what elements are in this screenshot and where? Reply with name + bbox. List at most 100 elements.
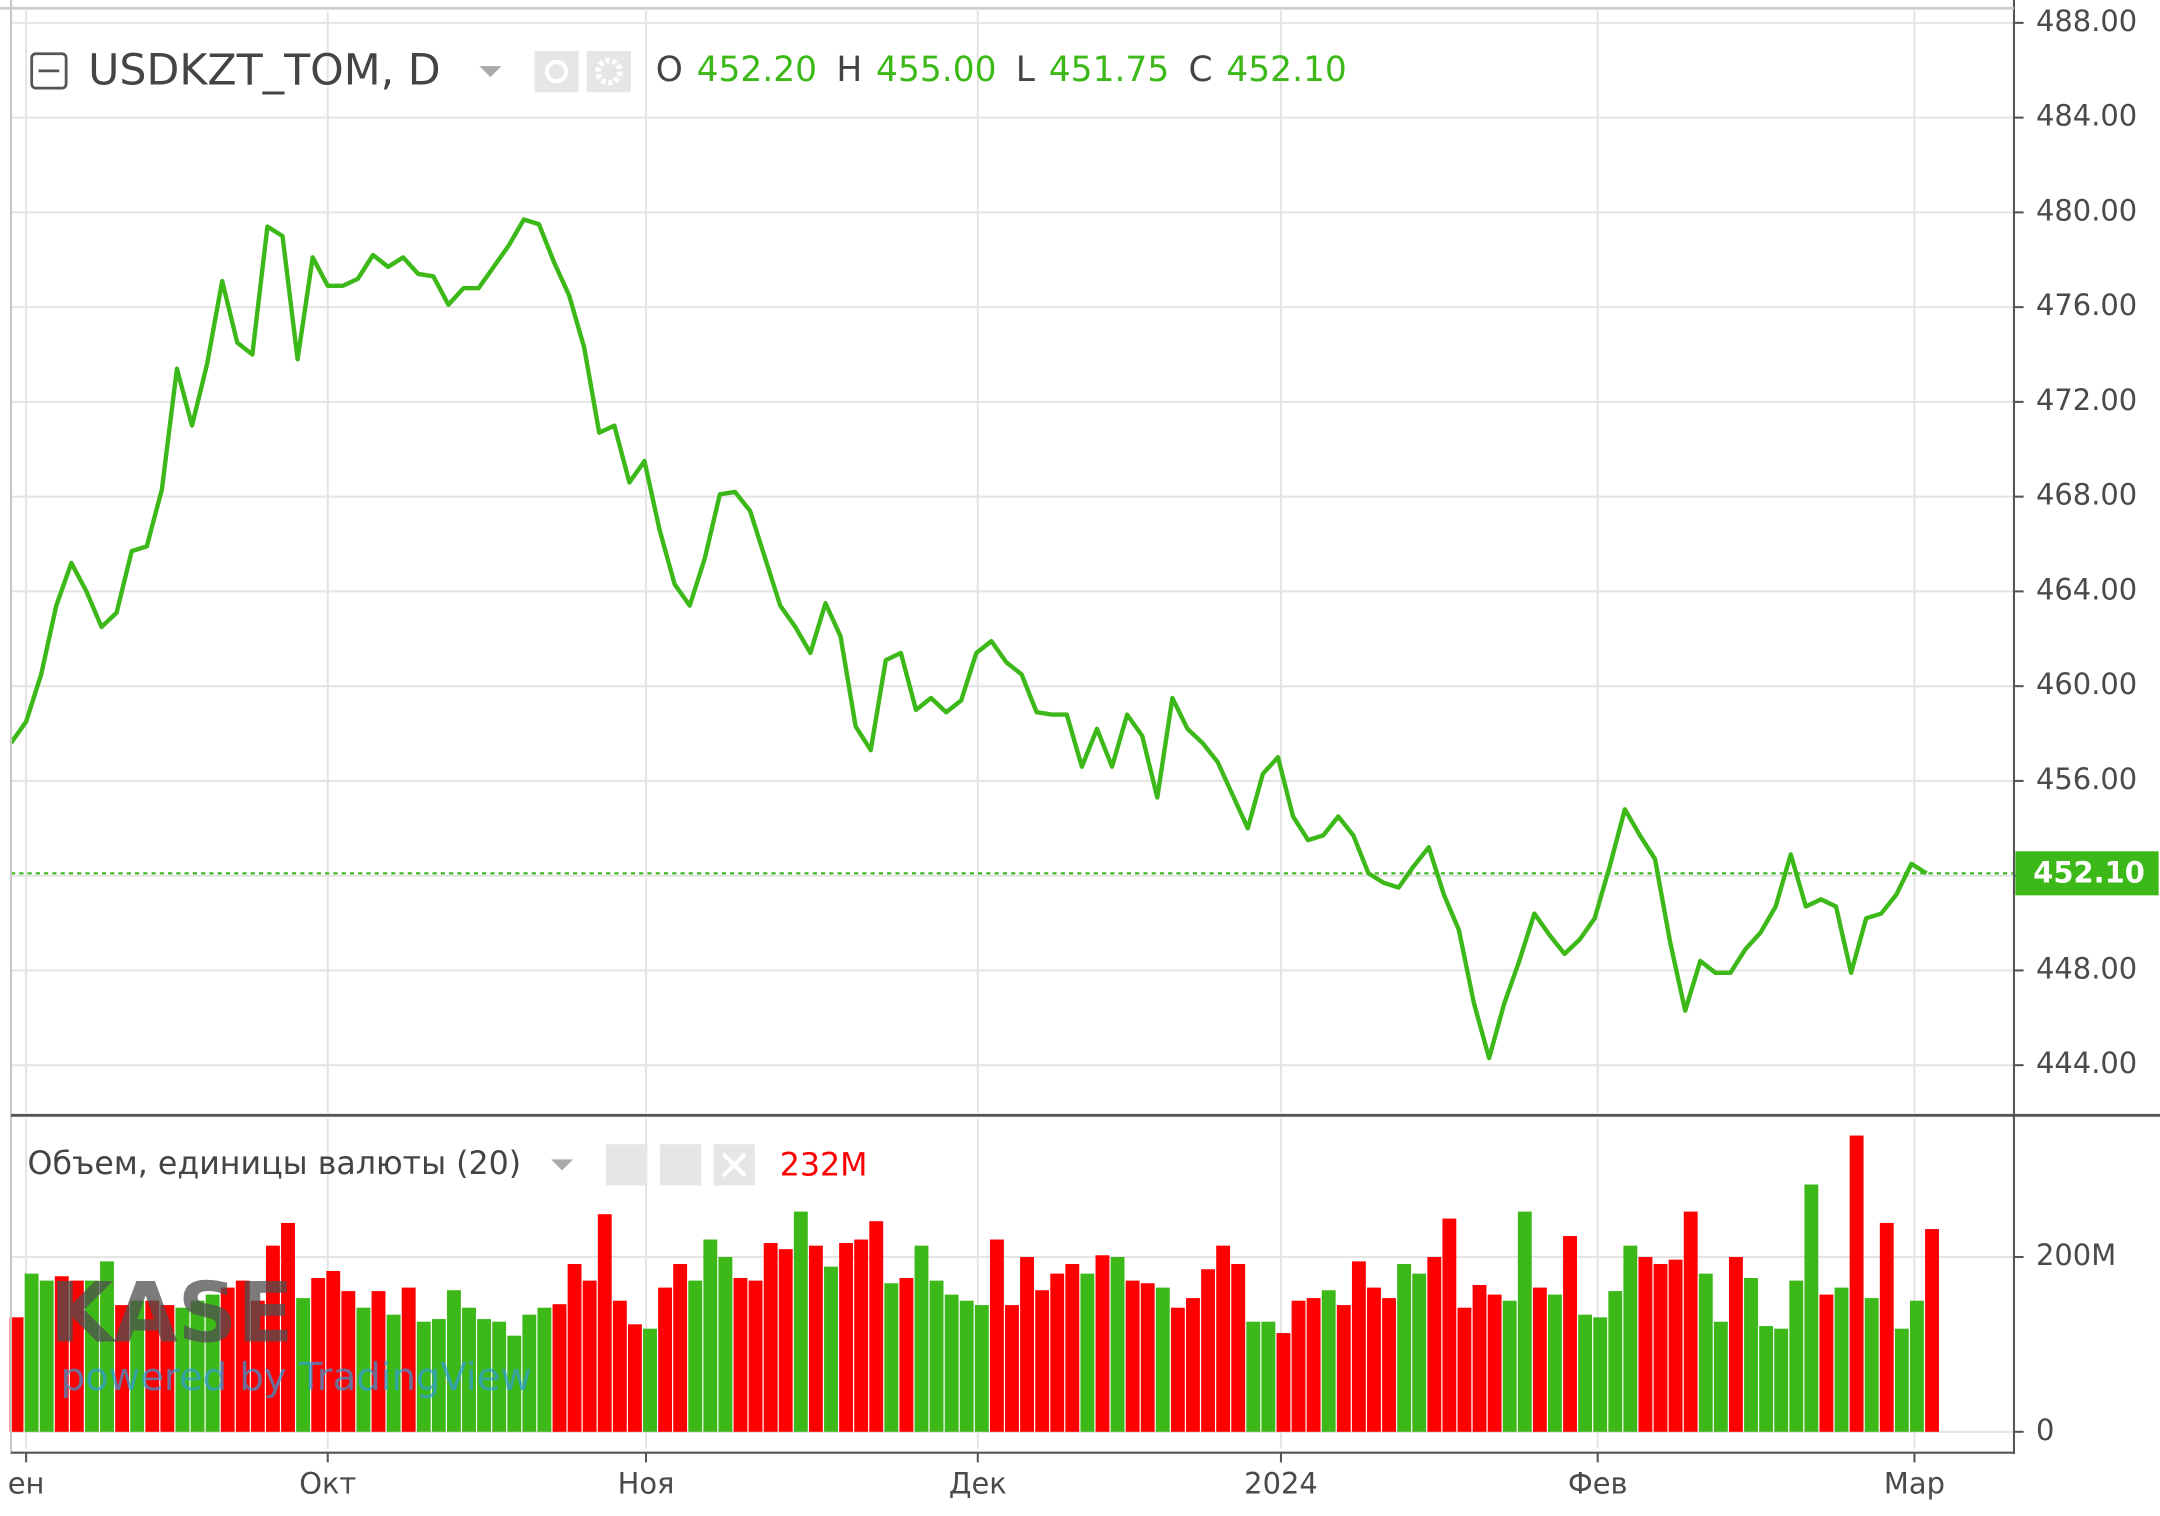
volume-bar: [1563, 1236, 1577, 1432]
volume-bar: [115, 1305, 130, 1432]
settings-button[interactable]: [659, 1144, 702, 1186]
volume-bar: [1668, 1259, 1683, 1432]
price-line: [9, 217, 1928, 1061]
volume-bar: [778, 1249, 793, 1432]
volume-bar: [854, 1239, 869, 1432]
y-tick-label: 476.00: [2036, 288, 2137, 322]
x-tick-label: Окт: [299, 1467, 356, 1501]
settings-button[interactable]: [586, 50, 631, 93]
y-tick-label: 484.00: [2036, 99, 2137, 133]
last-price-label: 452.10: [2033, 856, 2145, 890]
volume-bar: [1472, 1284, 1487, 1432]
volume-bar: [612, 1300, 627, 1432]
volume-bar: [175, 1307, 190, 1432]
last-price-tag: [2015, 851, 2159, 896]
volume-bar: [1487, 1294, 1502, 1432]
gear-icon: [595, 57, 623, 86]
y-tick-label: 480.00: [2036, 193, 2137, 227]
volume-bar: [160, 1305, 175, 1432]
volume-bar: [1653, 1264, 1668, 1432]
volume-bar: [1593, 1317, 1608, 1432]
volume-bar: [869, 1221, 884, 1432]
volume-bar: [281, 1222, 295, 1432]
volume-bar: [205, 1294, 220, 1432]
volume-bar: [446, 1290, 461, 1432]
dropdown-arrow[interactable]: [551, 1159, 574, 1171]
volume-bar: [929, 1280, 944, 1432]
volume-bar: [643, 1328, 657, 1432]
volume-bar: [431, 1319, 446, 1432]
volume-bar: [1201, 1269, 1215, 1432]
volume-bar: [507, 1335, 522, 1432]
grid: [11, 11, 2014, 1449]
volume-bar: [748, 1280, 763, 1432]
volume-bar: [341, 1291, 356, 1432]
volume-bar: [1261, 1321, 1276, 1432]
y-tick-label: 456.00: [2036, 762, 2137, 796]
volume-bar: [311, 1277, 326, 1432]
volume-bar: [145, 1300, 160, 1432]
volume-bar: [1035, 1290, 1050, 1432]
visibility-button[interactable]: [534, 50, 579, 93]
volume-bar: [250, 1300, 265, 1432]
y-tick-label: 448.00: [2036, 951, 2137, 985]
volume-bar: [296, 1298, 311, 1432]
volume-bar: [85, 1280, 99, 1432]
volume-bar: [24, 1273, 39, 1432]
x-tick-label: Мар: [1884, 1467, 1945, 1501]
volume-bar: [989, 1239, 1004, 1432]
volume-bar: [1110, 1257, 1125, 1432]
x-tick-label: Фев: [1568, 1467, 1628, 1501]
volume-bar: [793, 1211, 808, 1432]
collapse-button[interactable]: [30, 52, 68, 90]
volume-bar: [69, 1280, 84, 1432]
visibility-button[interactable]: [606, 1144, 648, 1186]
volume-bar: [1729, 1257, 1743, 1432]
volume-bar: [763, 1243, 778, 1432]
x-tick-label: ен: [8, 1467, 45, 1501]
y-tick-label: 444.00: [2036, 1046, 2137, 1080]
volume-bar: [1457, 1307, 1472, 1432]
volume-title: Объем, единицы валюты (20): [28, 1146, 522, 1182]
volume-bar: [1155, 1287, 1170, 1432]
ohlc-label: L: [1016, 50, 1035, 90]
volume-bar: [899, 1277, 914, 1432]
y-tick-label: 200M: [2036, 1238, 2116, 1272]
volume-bar: [718, 1257, 733, 1432]
volume-bar: [1804, 1184, 1819, 1432]
volume-bar: [1080, 1273, 1095, 1432]
volume-bar: [884, 1283, 899, 1432]
volume-bar: [1050, 1273, 1065, 1432]
volume-bar: [1065, 1264, 1080, 1432]
volume-bar: [808, 1245, 823, 1432]
volume-bar: [1140, 1283, 1155, 1432]
volume-bar: [371, 1291, 386, 1432]
ohlc-value: 451.75: [1049, 50, 1169, 90]
volume-bar: [39, 1280, 54, 1432]
y-tick-label: 468.00: [2036, 478, 2137, 512]
dropdown-arrow[interactable]: [479, 66, 502, 78]
volume-bar: [1909, 1300, 1924, 1432]
volume-bar: [416, 1321, 431, 1432]
volume-bar: [1412, 1273, 1427, 1432]
volume-bar: [1397, 1264, 1412, 1432]
volume-bar: [1336, 1305, 1351, 1432]
symbol-title: USDKZT_TOM, D: [88, 45, 440, 95]
ohlc-value: 452.10: [1226, 50, 1346, 90]
volume-bar: [1170, 1307, 1185, 1432]
volume-bar: [100, 1261, 114, 1432]
volume-bar: [1578, 1314, 1593, 1432]
volume-bar: [824, 1266, 838, 1432]
volume-bar: [1683, 1211, 1698, 1432]
volume-bar: [974, 1305, 989, 1432]
volume-bar: [1894, 1328, 1909, 1432]
volume-bar: [839, 1243, 854, 1432]
volume-bar: [477, 1319, 492, 1432]
volume-bar: [462, 1307, 476, 1432]
volume-bar: [401, 1287, 416, 1432]
volume-bar: [1623, 1245, 1638, 1432]
volume-bar: [1427, 1257, 1442, 1432]
volume-bar: [1095, 1255, 1110, 1432]
x-tick-label: Ноя: [618, 1467, 675, 1501]
